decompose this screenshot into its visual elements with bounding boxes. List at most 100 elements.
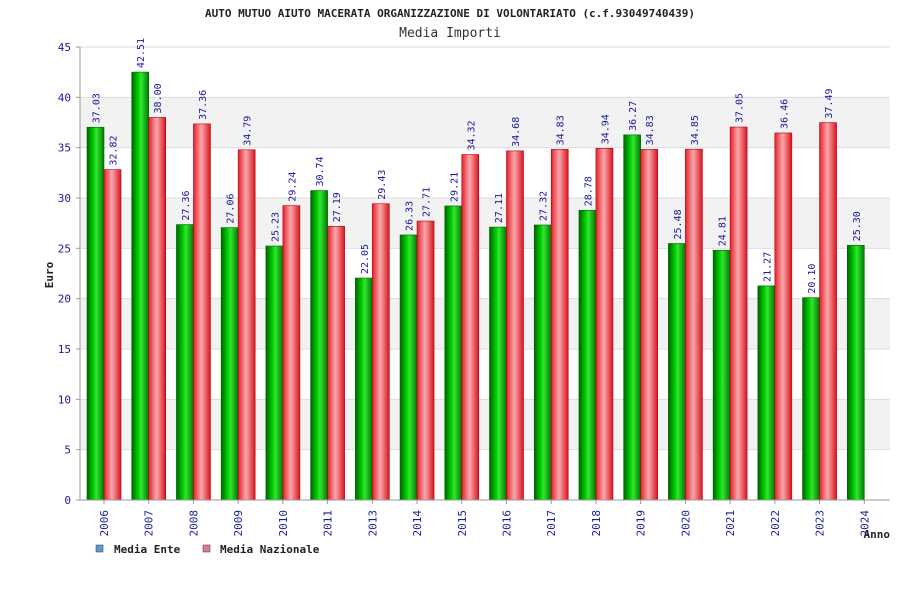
data-label: 27.19 xyxy=(332,192,343,222)
y-tick-label: 0 xyxy=(64,494,71,507)
data-label: 37.36 xyxy=(198,90,209,120)
data-labels: 37.03 32.82 42.51 38.00 27.36 37.36 27.06 34.79… xyxy=(92,38,863,294)
data-label: 30.74 xyxy=(315,156,326,186)
plot-band xyxy=(80,97,890,148)
x-axis-ticks: 2006 2007 2008 2009 2010 2011 2013 2014 2015 2016… xyxy=(98,500,871,537)
bar-media-nazionale-2019 xyxy=(640,149,658,501)
chart-subtitle: Media Importi xyxy=(399,26,501,41)
data-label: 34.94 xyxy=(600,114,611,144)
data-label: 21.27 xyxy=(762,252,773,282)
x-tick-label: 2024 xyxy=(858,510,871,537)
x-tick-label: 2023 xyxy=(814,510,827,537)
bar-media-nazionale-2009 xyxy=(237,149,256,501)
y-axis-ticks: 0 5 10 15 20 25 30 35 40 45 xyxy=(58,41,80,507)
bar-media-ente-2018 xyxy=(578,209,597,501)
data-label: 37.49 xyxy=(824,88,835,118)
plot-band xyxy=(80,298,890,349)
plot-band xyxy=(80,47,890,98)
x-tick-label: 2020 xyxy=(679,510,692,537)
data-label: 22.05 xyxy=(360,244,371,274)
x-tick-label: 2016 xyxy=(501,510,514,537)
bar-media-ente-2015 xyxy=(444,205,463,501)
data-label: 34.32 xyxy=(466,120,477,150)
x-tick-label: 2015 xyxy=(456,510,469,537)
x-tick-label: 2008 xyxy=(187,510,200,537)
data-label: 42.51 xyxy=(136,38,147,68)
x-tick-label: 2011 xyxy=(322,510,335,537)
legend-label-media-ente: Media Ente xyxy=(114,543,181,556)
data-label: 36.46 xyxy=(779,99,790,129)
data-label: 24.81 xyxy=(718,216,729,246)
data-label: 29.43 xyxy=(377,170,388,200)
data-label: 27.36 xyxy=(181,190,192,220)
x-tick-label: 2022 xyxy=(769,510,782,537)
chart-title: AUTO MUTUO AIUTO MACERATA ORGANIZZAZIONE… xyxy=(205,7,695,20)
bar-media-ente-2024 xyxy=(846,245,865,501)
bar-media-nazionale-2006 xyxy=(103,169,122,501)
y-tick-label: 35 xyxy=(58,142,71,155)
y-axis-label: Euro xyxy=(43,261,56,288)
bar-media-nazionale-2014 xyxy=(416,220,435,501)
x-tick-label: 2006 xyxy=(98,510,111,537)
plot-band xyxy=(80,399,890,450)
data-label: 27.71 xyxy=(422,187,433,217)
data-label: 34.83 xyxy=(556,115,567,145)
plot-background xyxy=(80,47,890,500)
bar-media-nazionale-2020 xyxy=(685,148,703,501)
y-tick-label: 25 xyxy=(58,242,71,255)
data-label: 38.00 xyxy=(153,83,164,113)
x-tick-label: 2019 xyxy=(635,510,648,537)
bar-media-ente-2019 xyxy=(623,134,641,501)
data-label: 34.83 xyxy=(645,115,656,145)
bar-media-nazionale-2010 xyxy=(282,205,301,501)
legend-label-media-nazionale: Media Nazionale xyxy=(220,543,320,556)
bar-media-ente-2010 xyxy=(265,245,284,501)
bar-media-nazionale-2018 xyxy=(595,147,614,501)
data-label: 34.79 xyxy=(243,116,254,146)
plot-band xyxy=(80,147,890,198)
data-label: 32.82 xyxy=(109,136,120,166)
data-label: 34.68 xyxy=(511,117,522,147)
legend: Media Ente Media Nazionale xyxy=(95,543,320,556)
bar-media-ente-2021 xyxy=(712,249,731,501)
data-label: 26.33 xyxy=(405,201,416,231)
x-tick-label: 2014 xyxy=(411,510,424,537)
bar-media-ente-2016 xyxy=(489,226,507,501)
data-label: 27.32 xyxy=(539,191,550,221)
plot-band xyxy=(80,449,890,500)
x-tick-label: 2021 xyxy=(724,510,737,537)
bar-media-nazionale-2017 xyxy=(550,149,569,501)
y-tick-label: 45 xyxy=(58,41,71,54)
data-label: 27.11 xyxy=(494,193,505,223)
bar-media-nazionale-2022 xyxy=(774,132,793,501)
x-tick-label: 2017 xyxy=(545,510,558,537)
y-tick-label: 15 xyxy=(58,343,71,356)
y-tick-label: 5 xyxy=(64,444,71,457)
plot-band xyxy=(80,198,890,249)
x-axis-label: Anno xyxy=(864,528,891,541)
data-label: 25.30 xyxy=(852,211,863,241)
legend-swatch-media-nazionale xyxy=(202,544,211,553)
x-tick-label: 2013 xyxy=(366,510,379,537)
data-label: 20.10 xyxy=(807,264,818,294)
bar-media-ente-2008 xyxy=(176,224,194,501)
bar-media-nazionale-2016 xyxy=(506,150,524,501)
bar-media-ente-2023 xyxy=(802,297,820,501)
bar-media-ente-2017 xyxy=(533,224,552,501)
y-tick-label: 20 xyxy=(58,293,71,306)
data-label: 25.48 xyxy=(673,209,684,239)
x-tick-label: 2007 xyxy=(143,510,156,537)
plot-band xyxy=(80,248,890,299)
plot-band xyxy=(80,349,890,400)
legend-swatch-media-ente xyxy=(95,544,104,553)
data-label: 29.24 xyxy=(287,172,298,202)
bar-media-nazionale-2023 xyxy=(819,122,837,501)
bar-media-ente-2014 xyxy=(399,234,418,501)
bar-media-nazionale-2007 xyxy=(148,117,167,501)
bar-media-ente-2022 xyxy=(757,285,776,501)
y-tick-label: 40 xyxy=(58,91,71,104)
bar-media-nazionale-2021 xyxy=(729,126,748,501)
bar-media-ente-2007 xyxy=(131,71,150,501)
x-tick-label: 2018 xyxy=(590,510,603,537)
